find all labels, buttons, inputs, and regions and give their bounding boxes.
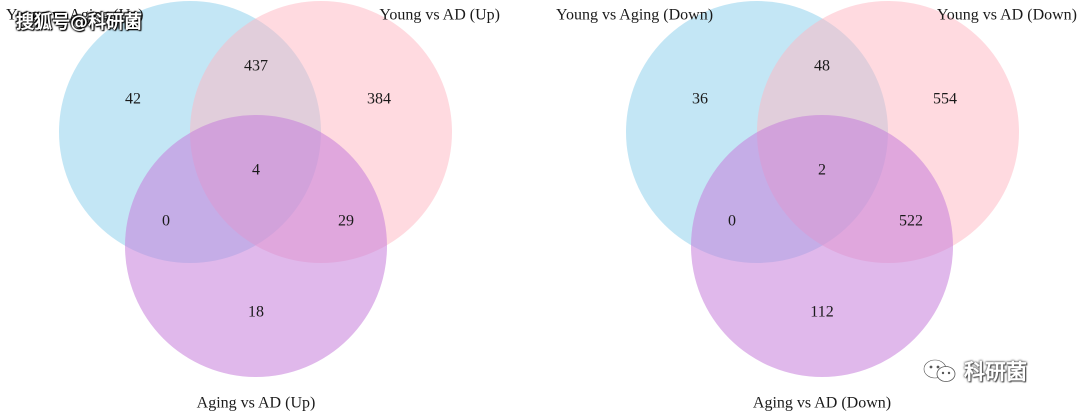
wechat-icon	[922, 358, 956, 382]
venn-up-region-ac: 0	[162, 213, 170, 230]
venn-up-label-young-vs-ad: Young vs AD (Up)	[379, 7, 500, 24]
venn-down-region-bc: 522	[899, 213, 923, 230]
watermark-bottom-right-text: 科研菌	[964, 360, 1027, 384]
venn-up: 42 437 384 4 0 29 18 Young vs Aging (Up)…	[6, 1, 500, 412]
venn-down-label-young-vs-aging: Young vs Aging (Down)	[556, 7, 713, 24]
venn-down-label-aging-vs-ad: Aging vs AD (Down)	[753, 395, 891, 412]
venn-up-region-bc: 29	[338, 213, 354, 230]
venn-down-circle-aging-vs-ad	[691, 115, 953, 377]
venn-down-region-a-only: 36	[692, 91, 708, 108]
venn-up-region-a-only: 42	[125, 91, 141, 108]
watermark-bottom-right: 科研菌	[922, 356, 1027, 386]
venn-down-region-b-only: 554	[933, 91, 957, 108]
venn-down-region-ac: 0	[728, 213, 736, 230]
venn-down: 36 48 554 2 0 522 112 Young vs Aging (Do…	[556, 1, 1077, 412]
venn-up-region-abc: 4	[252, 162, 260, 179]
venn-down-region-c-only: 112	[810, 304, 833, 321]
venn-down-label-young-vs-ad: Young vs AD (Down)	[937, 7, 1077, 24]
venn-up-region-b-only: 384	[367, 91, 391, 108]
venn-up-region-c-only: 18	[248, 304, 264, 321]
venn-up-region-ab: 437	[244, 58, 268, 75]
venn-up-label-aging-vs-ad: Aging vs AD (Up)	[197, 395, 316, 412]
venn-down-region-ab: 48	[814, 58, 830, 75]
venn-up-circle-aging-vs-ad	[125, 115, 387, 377]
venn-down-region-abc: 2	[818, 162, 826, 179]
venn-up-label-young-vs-aging: Young vs Aging (Up)	[6, 7, 144, 24]
watermark-top-left: 搜狐号@科研菌	[16, 12, 142, 33]
